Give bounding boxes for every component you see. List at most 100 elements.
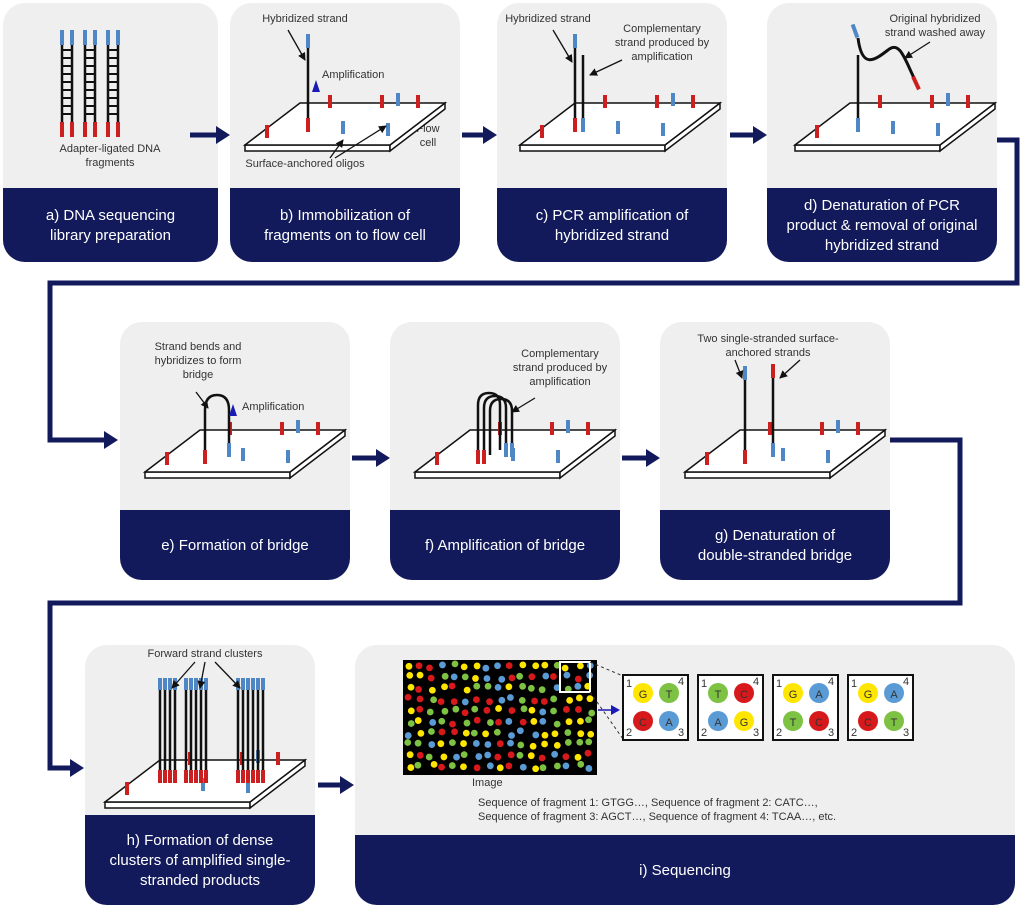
label: Original hybridized [889,13,980,25]
oligo [241,678,245,690]
cluster-dot [463,686,471,694]
base-spot [783,711,803,731]
label: Complementary [623,23,701,35]
cluster-dot [585,738,593,746]
cluster-dot [508,732,515,739]
flow-cell-side [519,144,666,152]
oligo [691,95,695,108]
cluster-dot [564,729,572,736]
flow-cell-side [144,471,291,479]
cluster-dot [484,682,492,690]
cluster-dot [528,706,536,714]
flow-cell-side [414,471,561,479]
cluster-dot [407,720,415,727]
bridge [482,394,508,455]
cluster-dot [437,698,445,705]
cluster-dot [505,662,513,669]
base-letter: A [665,717,673,729]
caption: hybridized strand [555,227,669,244]
cluster-dot [539,764,547,772]
cluster-dot [429,719,437,726]
cluster-dot [541,740,548,748]
label: anchored strands [726,347,811,359]
oligo [201,778,205,791]
cluster-dot [494,662,501,670]
oligo [768,422,772,435]
cluster-dot [426,664,433,672]
cluster-dot [495,718,502,726]
caption-bg [390,510,620,535]
cluster-dot [505,683,513,691]
label: Adapter-ligated DNA [60,143,162,155]
oligo [125,782,129,795]
flow-cell-side [104,801,251,809]
cluster-dot [517,741,525,749]
oligo [251,770,255,783]
cluster-dot [416,671,424,679]
label: Amplification [242,401,304,413]
cluster-dot [566,696,574,704]
oligo [70,30,74,45]
flow-arrow [47,437,963,771]
cluster-dot [451,728,458,736]
oligo [586,422,590,435]
caption-bg [120,510,350,535]
oligo [241,770,245,783]
oligo [328,95,332,108]
oligo [416,95,420,108]
cluster-dot [483,706,491,714]
cluster-dot [473,716,481,724]
oligo [341,121,345,134]
flow-arrow-head [646,449,660,467]
label: strand produced by [615,37,710,49]
oligo [820,422,824,435]
cluster-dot [532,662,540,670]
base-letter: G [740,717,749,729]
cluster-dot [451,660,459,668]
label: amplification [529,376,590,388]
tile [847,674,914,741]
label: Sequence of fragment 3: AGCT…, Sequence … [478,811,836,823]
tile [622,674,689,741]
base-letter: G [639,689,648,701]
oligo [850,23,860,39]
flow-arrow-head [340,776,354,794]
caption: d) Denaturation of PCR [804,197,960,214]
caption-bg [660,510,890,535]
oligo [194,770,198,783]
cluster-dot [460,740,467,747]
base-letter: G [789,689,798,701]
corner-number: 3 [828,727,834,739]
cluster-dot [576,738,584,746]
oligo [184,770,188,783]
oligo [251,678,255,690]
oligo [116,122,120,137]
base-spot [708,683,728,703]
cluster-dot [471,705,479,713]
cluster-dot [516,751,524,759]
flow-arrow-head [104,431,118,449]
oligo [556,450,560,463]
oligo [815,125,819,138]
oligo [616,121,620,134]
cluster-dot [518,696,526,704]
cluster-dot [416,705,424,713]
caption: c) PCR amplification of [536,207,689,224]
oligo [204,678,208,690]
oligo [911,75,921,91]
cluster-dot [414,761,422,769]
corner-number: 4 [903,676,909,688]
pointer [734,359,744,379]
cluster-dot [437,740,445,748]
cluster-dot [507,739,514,747]
cluster-dot [496,764,504,772]
cluster-dot [505,718,513,725]
cluster-dot [416,695,424,703]
cluster-dot [461,709,469,717]
cluster-dot [531,697,538,705]
label: Hybridized strand [262,13,348,25]
oligo [936,123,940,136]
caption: fragments on to flow cell [264,227,426,244]
cluster-dot [585,765,593,772]
cluster-dot [538,754,546,762]
